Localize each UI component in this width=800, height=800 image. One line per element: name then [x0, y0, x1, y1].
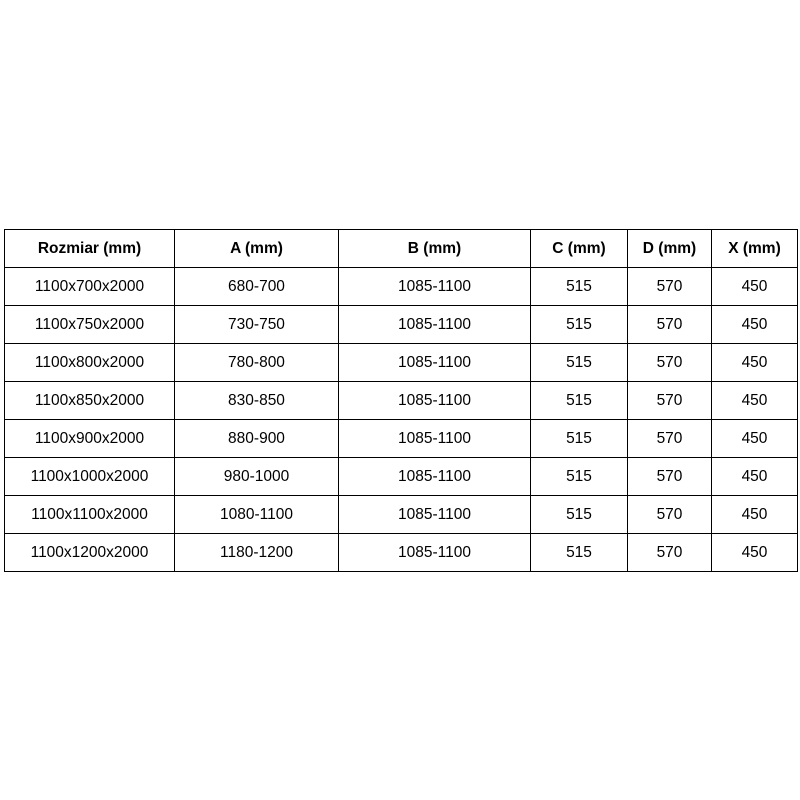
- cell-size: 1100x800x2000: [4, 343, 175, 382]
- cell-c: 515: [530, 267, 628, 306]
- table-row: 1100x700x2000 680-700 1085-1100 515 570 450: [4, 267, 798, 306]
- header-a: A (mm): [174, 229, 339, 268]
- header-b: B (mm): [338, 229, 531, 268]
- cell-a: 680-700: [174, 267, 339, 306]
- cell-size: 1100x1000x2000: [4, 457, 175, 496]
- cell-a: 730-750: [174, 305, 339, 344]
- cell-x: 450: [711, 419, 798, 458]
- cell-x: 450: [711, 343, 798, 382]
- cell-d: 570: [627, 343, 712, 382]
- cell-b: 1085-1100: [338, 267, 531, 306]
- table-row: 1100x800x2000 780-800 1085-1100 515 570 450: [4, 343, 798, 382]
- cell-b: 1085-1100: [338, 305, 531, 344]
- cell-a: 1080-1100: [174, 495, 339, 534]
- cell-d: 570: [627, 419, 712, 458]
- cell-x: 450: [711, 381, 798, 420]
- cell-c: 515: [530, 533, 628, 572]
- cell-b: 1085-1100: [338, 343, 531, 382]
- cell-d: 570: [627, 267, 712, 306]
- cell-d: 570: [627, 381, 712, 420]
- cell-b: 1085-1100: [338, 381, 531, 420]
- cell-b: 1085-1100: [338, 457, 531, 496]
- cell-size: 1100x750x2000: [4, 305, 175, 344]
- table-row: 1100x1200x2000 1180-1200 1085-1100 515 570 45…: [4, 533, 798, 572]
- cell-a: 980-1000: [174, 457, 339, 496]
- cell-d: 570: [627, 533, 712, 572]
- cell-size: 1100x850x2000: [4, 381, 175, 420]
- cell-d: 570: [627, 305, 712, 344]
- cell-c: 515: [530, 305, 628, 344]
- cell-size: 1100x900x2000: [4, 419, 175, 458]
- cell-c: 515: [530, 381, 628, 420]
- cell-size: 1100x1100x2000: [4, 495, 175, 534]
- header-row: Rozmiar (mm) A (mm) B (mm) C (mm) D (mm)…: [4, 229, 798, 268]
- table-row: 1100x750x2000 730-750 1085-1100 515 570 450: [4, 305, 798, 344]
- cell-a: 1180-1200: [174, 533, 339, 572]
- cell-c: 515: [530, 495, 628, 534]
- cell-a: 880-900: [174, 419, 339, 458]
- cell-b: 1085-1100: [338, 533, 531, 572]
- cell-d: 570: [627, 495, 712, 534]
- table-row: 1100x850x2000 830-850 1085-1100 515 570 450: [4, 381, 798, 420]
- dimensions-table: Rozmiar (mm) A (mm) B (mm) C (mm) D (mm)…: [4, 229, 798, 572]
- cell-b: 1085-1100: [338, 419, 531, 458]
- cell-c: 515: [530, 419, 628, 458]
- cell-d: 570: [627, 457, 712, 496]
- cell-x: 450: [711, 267, 798, 306]
- cell-a: 780-800: [174, 343, 339, 382]
- cell-x: 450: [711, 457, 798, 496]
- header-d: D (mm): [627, 229, 712, 268]
- cell-c: 515: [530, 343, 628, 382]
- cell-c: 515: [530, 457, 628, 496]
- header-x: X (mm): [711, 229, 798, 268]
- cell-x: 450: [711, 495, 798, 534]
- cell-size: 1100x1200x2000: [4, 533, 175, 572]
- cell-x: 450: [711, 533, 798, 572]
- table-row: 1100x1100x2000 1080-1100 1085-1100 515 570 45…: [4, 495, 798, 534]
- cell-size: 1100x700x2000: [4, 267, 175, 306]
- cell-a: 830-850: [174, 381, 339, 420]
- header-c: C (mm): [530, 229, 628, 268]
- table-row: 1100x900x2000 880-900 1085-1100 515 570 450: [4, 419, 798, 458]
- cell-b: 1085-1100: [338, 495, 531, 534]
- cell-x: 450: [711, 305, 798, 344]
- header-size: Rozmiar (mm): [4, 229, 175, 268]
- table-row: 1100x1000x2000 980-1000 1085-1100 515 570 450: [4, 457, 798, 496]
